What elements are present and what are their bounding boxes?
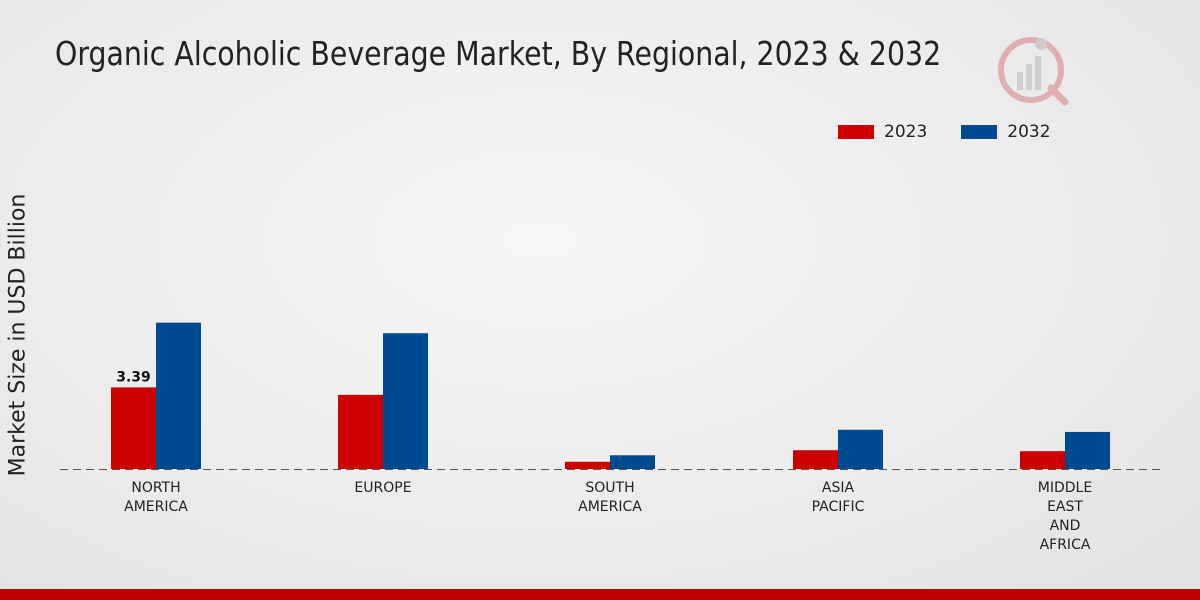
x-tick-label-asia-pacific: ASIA PACIFIC: [812, 480, 865, 515]
bar-2023-middle-east-and-africa: [1020, 451, 1065, 469]
legend: 2023 2032: [838, 122, 1051, 142]
legend-label-2032: 2032: [1007, 122, 1051, 142]
bar-2032-north-america: [156, 322, 201, 469]
brand-logo-icon: [998, 37, 1069, 106]
legend-swatch-2023: [838, 125, 874, 139]
bar-2023-europe: [338, 394, 383, 469]
bottom-accent-bar: [0, 589, 1200, 600]
legend-item-2023: 2023: [838, 122, 927, 142]
x-tick-label-south-america: SOUTH AMERICA: [578, 480, 642, 515]
bar-2032-asia-pacific: [838, 429, 883, 469]
x-tick-label-north-america: NORTH AMERICA: [124, 480, 188, 515]
x-tick-label-middle-east-and-africa: MIDDLE EAST AND AFRICA: [1038, 480, 1092, 553]
bar-2032-europe: [383, 333, 428, 469]
legend-item-2032: 2032: [961, 122, 1051, 142]
bar-2032-middle-east-and-africa: [1065, 431, 1110, 469]
chart-title: Organic Alcoholic Beverage Market, By Re…: [55, 34, 942, 73]
legend-label-2023: 2023: [884, 122, 928, 142]
bar-2023-south-america: [565, 461, 610, 469]
legend-swatch-2032: [961, 125, 998, 139]
bar-2023-asia-pacific: [793, 450, 838, 469]
bar-2023-north-america: [111, 387, 156, 469]
data-label-3.39: 3.39: [116, 369, 151, 385]
bar-2032-south-america: [610, 455, 655, 469]
x-tick-label-europe: EUROPE: [354, 480, 411, 496]
